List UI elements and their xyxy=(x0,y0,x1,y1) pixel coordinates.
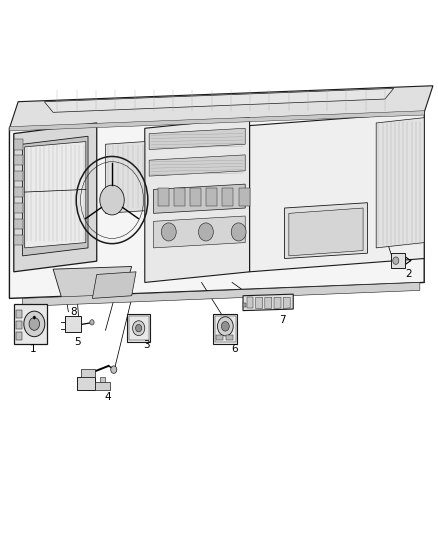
Circle shape xyxy=(111,366,117,373)
Polygon shape xyxy=(14,155,22,165)
Polygon shape xyxy=(190,188,201,206)
Polygon shape xyxy=(25,142,86,248)
Polygon shape xyxy=(283,297,290,309)
Polygon shape xyxy=(81,368,95,376)
Polygon shape xyxy=(226,335,233,341)
Text: 6: 6 xyxy=(231,344,237,354)
Polygon shape xyxy=(77,376,95,390)
Polygon shape xyxy=(100,376,106,382)
Circle shape xyxy=(198,223,213,241)
Polygon shape xyxy=(145,118,250,282)
Polygon shape xyxy=(106,142,145,213)
Polygon shape xyxy=(92,272,136,298)
Text: 3: 3 xyxy=(144,340,150,350)
Polygon shape xyxy=(22,282,420,306)
Circle shape xyxy=(393,257,399,264)
Circle shape xyxy=(33,316,35,319)
Polygon shape xyxy=(239,188,250,206)
Text: 1: 1 xyxy=(30,344,37,354)
Polygon shape xyxy=(16,310,21,318)
Circle shape xyxy=(100,185,124,215)
Polygon shape xyxy=(14,219,22,229)
Polygon shape xyxy=(289,208,363,256)
Polygon shape xyxy=(158,188,169,206)
Polygon shape xyxy=(376,118,424,248)
Polygon shape xyxy=(250,112,424,272)
Polygon shape xyxy=(14,304,46,344)
Circle shape xyxy=(231,223,246,241)
Polygon shape xyxy=(213,314,237,344)
Polygon shape xyxy=(206,188,217,206)
Polygon shape xyxy=(22,136,88,256)
Polygon shape xyxy=(10,112,424,298)
Polygon shape xyxy=(265,297,272,309)
Polygon shape xyxy=(53,266,132,298)
Polygon shape xyxy=(247,297,254,309)
Polygon shape xyxy=(256,297,263,309)
Polygon shape xyxy=(392,253,406,268)
Polygon shape xyxy=(153,184,245,213)
Polygon shape xyxy=(285,203,367,259)
Polygon shape xyxy=(16,321,21,329)
Polygon shape xyxy=(274,297,281,309)
Polygon shape xyxy=(14,139,22,150)
Text: 2: 2 xyxy=(406,270,412,279)
Polygon shape xyxy=(153,216,245,248)
Polygon shape xyxy=(149,128,245,150)
Polygon shape xyxy=(65,317,81,333)
Text: 5: 5 xyxy=(74,337,81,347)
Text: 4: 4 xyxy=(104,392,111,402)
Polygon shape xyxy=(10,86,433,128)
Polygon shape xyxy=(223,188,233,206)
Polygon shape xyxy=(16,332,21,340)
Text: 7: 7 xyxy=(279,314,286,325)
Circle shape xyxy=(29,318,39,330)
Polygon shape xyxy=(216,335,223,341)
Circle shape xyxy=(133,321,145,336)
Text: 8: 8 xyxy=(70,306,77,317)
Polygon shape xyxy=(10,111,424,131)
Circle shape xyxy=(218,317,233,336)
Circle shape xyxy=(136,325,142,332)
Circle shape xyxy=(161,223,176,241)
Polygon shape xyxy=(243,294,293,311)
Polygon shape xyxy=(14,235,22,245)
Polygon shape xyxy=(174,188,185,206)
Circle shape xyxy=(221,321,229,331)
Polygon shape xyxy=(244,303,246,308)
Polygon shape xyxy=(14,187,22,197)
Polygon shape xyxy=(14,203,22,213)
Polygon shape xyxy=(149,155,245,176)
Polygon shape xyxy=(127,314,150,342)
Circle shape xyxy=(90,320,94,325)
Polygon shape xyxy=(95,382,110,390)
Circle shape xyxy=(24,311,45,337)
Polygon shape xyxy=(14,171,22,181)
Polygon shape xyxy=(14,123,97,272)
Polygon shape xyxy=(44,88,394,112)
